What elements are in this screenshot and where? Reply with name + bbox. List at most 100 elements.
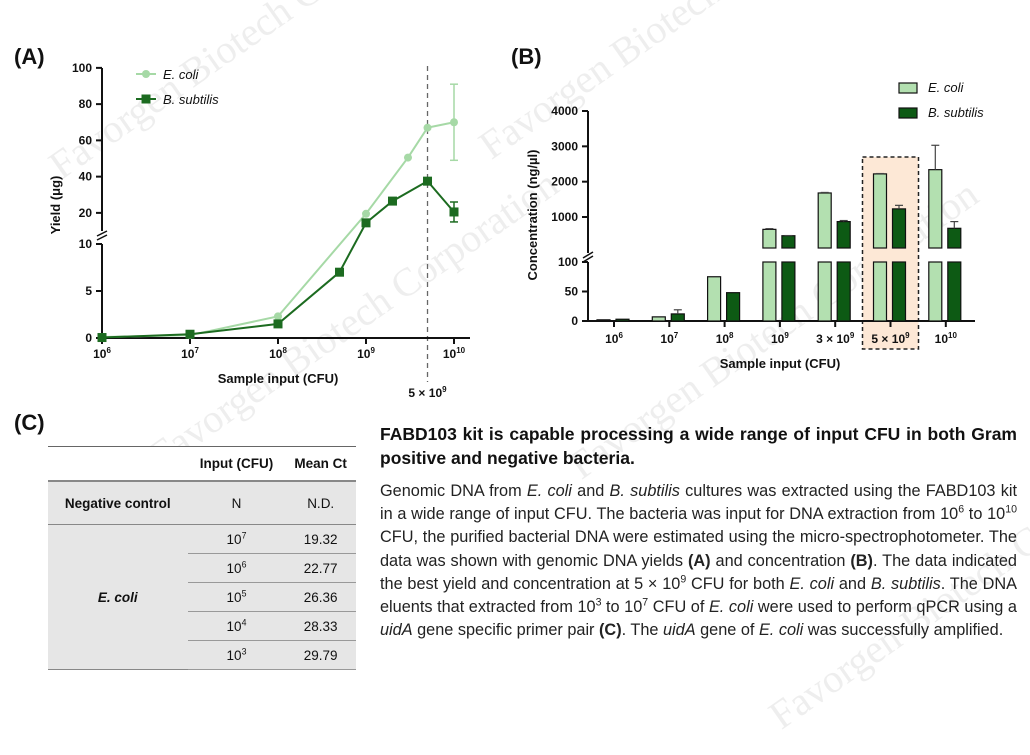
body-text: was successfully amplified. — [803, 621, 1004, 640]
x-tick-label: 108 — [269, 346, 287, 361]
legend-swatch — [898, 82, 918, 94]
x-tick-label: 1010 — [935, 331, 958, 346]
x-tick-label: 108 — [716, 331, 734, 346]
input-cfu: 103 — [187, 640, 286, 670]
bar-ecoli-upper — [872, 173, 888, 249]
legend-marker — [141, 94, 151, 104]
x-tick-label: 3 × 109 — [816, 331, 855, 346]
description: FABD103 kit is capable processing a wide… — [380, 422, 1017, 642]
body-text: cultures was extracted using the FABD103… — [380, 482, 1017, 524]
body-text: 3 — [595, 596, 602, 609]
body-text: E. coli — [526, 482, 572, 500]
y-tick-label: 0 — [571, 314, 578, 328]
legend-marker — [142, 70, 150, 78]
body-text: to 10 — [964, 505, 1006, 524]
series-line-bsub — [101, 179, 455, 339]
legend-label: E. coli — [928, 80, 965, 95]
y-tick-label: 100 — [558, 255, 578, 269]
body-text: 6 — [958, 503, 965, 516]
bar-bsub-lower — [947, 261, 962, 322]
group-label: E. coli — [48, 524, 188, 670]
header-group — [48, 446, 188, 482]
mean-ct: 26.36 — [285, 582, 356, 612]
description-body: Genomic DNA from E. coli and B. subtilis… — [380, 480, 1017, 642]
y-tick-label: 60 — [79, 133, 93, 147]
header-ct: Mean Ct — [285, 446, 356, 482]
body-text: and — [834, 574, 871, 593]
description-title: FABD103 kit is capable processing a wide… — [380, 424, 1017, 468]
axis-break — [96, 230, 108, 237]
data-point — [274, 312, 282, 321]
bar-ecoli — [706, 276, 722, 322]
negative-control-label: Negative control — [48, 481, 188, 525]
body-text: 10 — [1005, 503, 1017, 516]
y-tick-label: 100 — [72, 61, 92, 75]
data-point — [335, 267, 345, 277]
y-tick-label: 3000 — [551, 139, 578, 153]
data-point — [450, 118, 458, 127]
bar-bsub-upper — [947, 227, 962, 249]
table-row: 104 28.33 — [48, 611, 356, 641]
panel-label-c: (C) — [14, 410, 45, 435]
input-cfu: 107 — [187, 524, 286, 554]
bar-ecoli-lower — [762, 261, 777, 322]
input-cfu: 105 — [187, 582, 286, 612]
y-tick-label: 4000 — [551, 104, 578, 118]
input-cfu: 104 — [187, 611, 286, 641]
x-tick-label: 107 — [181, 346, 199, 361]
body-text: E. coli — [708, 598, 754, 617]
body-text: E. coli — [758, 621, 804, 640]
body-text: CFU, the purified bacterial DNA were est… — [380, 528, 1017, 570]
reference-line-label: 5 × 109 — [408, 385, 447, 400]
mean-ct: 19.32 — [285, 524, 356, 554]
panel-label-b: (B) — [511, 44, 542, 69]
body-text: E. coli — [789, 574, 835, 593]
bar-bsub-upper — [836, 220, 851, 249]
bar-ecoli — [596, 319, 611, 322]
x-tick-label: 109 — [357, 346, 375, 361]
legend-label: E. coli — [163, 67, 200, 82]
body-text: B. subtilis — [609, 482, 680, 500]
axis-break — [582, 251, 594, 259]
header-input: Input (CFU) — [187, 446, 286, 482]
bar-ecoli-upper — [762, 228, 777, 249]
legend-label: B. subtilis — [928, 105, 984, 120]
negative-ct: N.D. — [285, 481, 356, 525]
bar-bsub-lower — [781, 261, 796, 322]
y-axis-title: Yield (μg) — [48, 176, 63, 235]
body-text: (B) — [850, 551, 873, 570]
body-text: uidA — [662, 621, 696, 640]
data-point — [362, 209, 370, 218]
y-tick-label: 40 — [79, 170, 93, 184]
body-text: uidA — [380, 621, 413, 640]
bar-ecoli — [651, 316, 666, 322]
x-tick-label: 107 — [660, 331, 678, 346]
axis-break — [96, 234, 108, 241]
data-point — [449, 207, 459, 217]
body-text: and — [571, 482, 610, 500]
body-text: were used to perform qPCR using a — [753, 598, 1017, 617]
table-row: E. coli 107 19.32 — [48, 524, 356, 670]
x-tick-label: 109 — [771, 331, 789, 346]
body-text: CFU of — [648, 598, 709, 617]
table-row: 106 22.77 — [48, 553, 356, 583]
bar-ecoli-lower — [817, 261, 832, 322]
body-text: to 10 — [601, 598, 643, 617]
x-tick-label: 5 × 109 — [871, 331, 910, 346]
y-tick-label: 80 — [79, 97, 93, 111]
qpcr-table: Input (CFU) Mean Ct Negative control N N… — [48, 446, 356, 670]
legend-label: B. subtilis — [163, 92, 219, 107]
bar-bsub — [725, 292, 741, 322]
bar-bsub-upper — [891, 208, 907, 249]
x-axis-title: Sample input (CFU) — [720, 356, 841, 371]
table-row: 103 29.79 — [48, 640, 356, 670]
x-tick-label: 106 — [93, 346, 111, 361]
body-text: 7 — [642, 596, 649, 609]
body-text: gene of — [695, 621, 759, 640]
y-axis-title: Concentration (ng/µl) — [525, 150, 540, 281]
bar-bsub-lower — [836, 261, 851, 322]
input-cfu: 106 — [187, 553, 286, 583]
y-tick-label: 2000 — [551, 175, 578, 189]
mean-ct: 28.33 — [285, 611, 356, 641]
